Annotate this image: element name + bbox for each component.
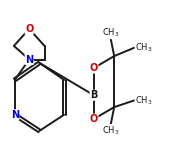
Text: O: O (25, 24, 33, 34)
Text: CH$_3$: CH$_3$ (135, 94, 152, 106)
Text: N: N (11, 110, 19, 120)
Text: O: O (90, 63, 98, 73)
Text: B: B (90, 90, 97, 100)
Text: CH$_3$: CH$_3$ (102, 124, 120, 137)
Text: N: N (25, 54, 33, 65)
Text: CH$_3$: CH$_3$ (135, 41, 152, 54)
Text: CH$_3$: CH$_3$ (102, 27, 120, 39)
Text: O: O (90, 114, 98, 124)
